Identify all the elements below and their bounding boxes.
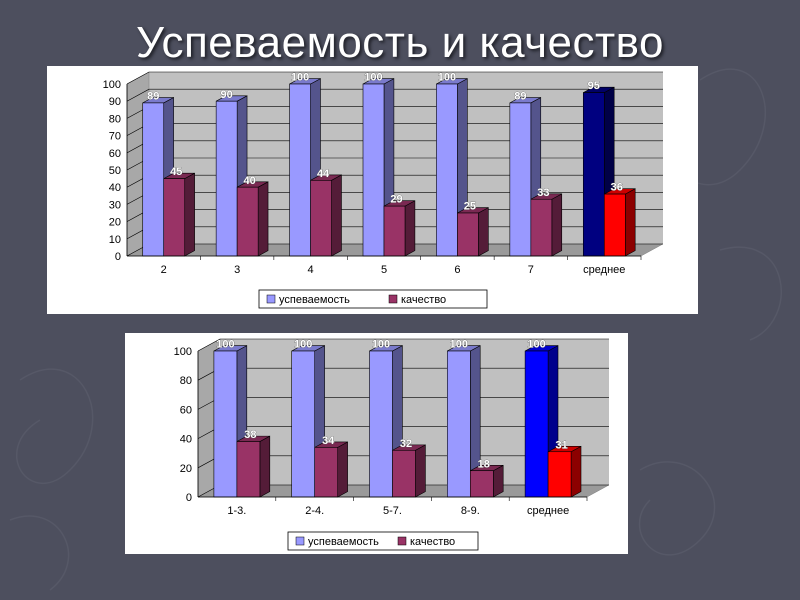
chart-panel-grades: 0 10 20 30 40 50 60 70 80 90 100 89 45 2 90 40 3 100 44 4 10…	[47, 66, 698, 314]
category-label: среднее	[583, 264, 625, 276]
y-tick-label: 90	[109, 96, 121, 108]
legend-label-kachestvo: качество	[401, 294, 446, 306]
category-label: среднее	[527, 505, 569, 517]
bar-kachestvo	[236, 181, 269, 257]
y-tick-label: 20	[180, 463, 192, 475]
y-tick-label: 10	[109, 234, 121, 246]
data-label: 25	[464, 201, 476, 213]
y-tick-label: 100	[174, 346, 192, 358]
legend-label-kachestvo: качество	[410, 536, 455, 548]
data-label: 100	[438, 72, 456, 84]
y-tick-label: 0	[115, 251, 121, 263]
bar-chart-groups: 0 20 40 60 80 100 100 38 1-3. 100 34 2-4. 100 32 5-7. 1…	[174, 338, 610, 551]
category-label: 2	[161, 264, 167, 276]
y-tick-label: 30	[109, 199, 121, 211]
category-label: 7	[528, 264, 534, 276]
category-label: 2-4.	[305, 505, 324, 517]
data-label: 18	[478, 458, 490, 470]
bar-kachestvo	[469, 464, 504, 498]
data-label: 100	[216, 339, 234, 351]
legend-swatch-kachestvo	[397, 536, 407, 546]
bar-uspevaemost	[362, 78, 395, 257]
legend-label-uspevaemost: успеваемость	[279, 294, 350, 306]
data-label: 100	[364, 72, 382, 84]
data-label: 100	[291, 72, 309, 84]
category-label: 5	[381, 264, 387, 276]
bar-kachestvo	[547, 445, 582, 498]
legend-label-uspevaemost: успеваемость	[308, 536, 379, 548]
gridline	[126, 88, 663, 102]
data-label: 40	[244, 175, 256, 187]
bar-kachestvo	[603, 188, 636, 257]
legend-swatch-uspevaemost	[295, 536, 305, 546]
page-title: Успеваемость и качество	[135, 18, 665, 67]
y-tick-label: 100	[103, 79, 121, 91]
y-tick-label: 60	[180, 404, 192, 416]
category-label: 5-7.	[383, 505, 402, 517]
data-label: 45	[170, 166, 182, 178]
data-label: 34	[322, 435, 335, 447]
gridline	[197, 338, 609, 352]
y-tick-label: 20	[109, 217, 121, 229]
bar-kachestvo	[392, 444, 426, 498]
y-tick-label: 40	[109, 182, 121, 194]
data-label: 90	[221, 89, 233, 101]
data-label: 100	[450, 339, 468, 351]
legend: успеваемость качество	[258, 289, 488, 309]
category-label: 1-3.	[227, 505, 246, 517]
data-label: 31	[555, 439, 567, 451]
data-label: 100	[372, 339, 390, 351]
data-label: 100	[294, 339, 312, 351]
bar-chart-grades: 0102030405060708090100894529040310044410…	[103, 71, 664, 309]
legend-swatch-uspevaemost	[266, 294, 276, 304]
data-label: 44	[317, 168, 330, 180]
data-label: 32	[400, 438, 412, 450]
chart-panel-groups: 0 20 40 60 80 100 100 38 1-3. 100 34 2-4. 100 32 5-7. 1…	[125, 333, 628, 554]
legend-box	[258, 289, 488, 309]
y-tick-label: 80	[180, 375, 192, 387]
y-tick-label: 60	[109, 148, 121, 160]
bar-uspevaemost	[446, 345, 481, 498]
bar-kachestvo	[310, 174, 342, 257]
category-label: 8-9.	[461, 505, 480, 517]
data-label: 95	[588, 80, 600, 92]
y-tick-label: 0	[186, 492, 192, 504]
y-tick-label: 80	[109, 113, 121, 125]
data-label: 36	[611, 182, 623, 194]
category-label: 3	[234, 264, 240, 276]
bar-kachestvo	[236, 435, 271, 498]
data-label: 89	[147, 91, 159, 103]
bar-kachestvo	[530, 193, 563, 257]
data-label: 29	[390, 194, 402, 206]
bar-kachestvo	[314, 441, 348, 498]
y-tick-label: 50	[109, 165, 121, 177]
y-tick-label: 40	[180, 434, 192, 446]
bar-kachestvo	[457, 207, 489, 257]
data-label: 100	[527, 339, 545, 351]
gridline	[126, 71, 663, 85]
legend-box	[287, 531, 479, 551]
category-label: 4	[308, 264, 314, 276]
data-label: 33	[537, 187, 549, 199]
legend-swatch-kachestvo	[388, 294, 398, 304]
data-label: 38	[244, 429, 256, 441]
bar-kachestvo	[383, 200, 416, 257]
data-label: 89	[514, 91, 526, 103]
bar-uspevaemost	[215, 95, 248, 257]
bar-kachestvo	[163, 172, 195, 257]
y-tick-label: 70	[109, 131, 121, 143]
legend: успеваемость качество	[287, 531, 479, 551]
category-label: 6	[454, 264, 460, 276]
